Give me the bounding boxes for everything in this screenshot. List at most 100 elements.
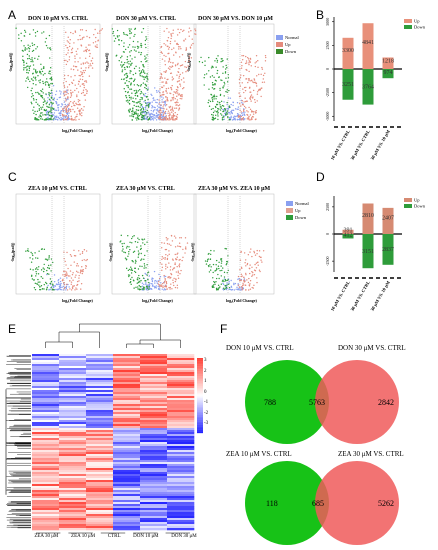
volcano-point xyxy=(216,69,219,72)
volcano-point xyxy=(74,89,76,92)
volcano-point xyxy=(223,115,225,117)
volcano-point xyxy=(169,114,171,116)
volcano-point xyxy=(120,61,123,63)
volcano-point xyxy=(25,250,27,252)
volcano-point xyxy=(67,49,70,51)
volcano-point xyxy=(151,94,153,97)
volcano-point xyxy=(49,102,51,105)
heatmap-cell xyxy=(86,438,114,441)
volcano-point xyxy=(156,101,158,104)
volcano-point xyxy=(236,108,238,110)
heatmap-cell xyxy=(167,462,195,465)
heatmap-cell xyxy=(167,368,195,371)
volcano-point xyxy=(170,86,172,89)
volcano-point xyxy=(212,114,214,116)
volcano-a1-title: DON 10 μM VS. CTRL xyxy=(28,16,89,22)
heatmap-cell xyxy=(32,372,60,375)
legend-label: Down xyxy=(414,204,426,209)
volcano-point xyxy=(48,91,50,94)
volcano-point xyxy=(228,106,231,109)
volcano-point xyxy=(236,102,239,104)
volcano-point xyxy=(240,61,243,63)
volcano-point xyxy=(48,273,50,275)
volcano-point xyxy=(170,118,172,120)
volcano-point xyxy=(212,116,214,119)
heatmap-cell xyxy=(140,490,168,493)
volcano-point xyxy=(41,118,44,120)
volcano-point xyxy=(34,110,36,113)
heatmap-cell xyxy=(32,426,60,429)
heatmap-cell xyxy=(86,388,114,391)
volcano-point xyxy=(23,61,25,64)
heatmap-cell xyxy=(113,462,141,465)
volcano-point xyxy=(131,62,133,64)
heatmap-cell xyxy=(59,520,87,523)
heatmap-cell xyxy=(140,486,168,489)
volcano-point xyxy=(152,109,155,112)
volcano-point xyxy=(165,100,167,102)
volcano-point xyxy=(173,54,175,56)
heatmap-cell xyxy=(86,432,114,435)
volcano-point xyxy=(183,29,185,32)
heatmap-cell xyxy=(167,460,195,463)
volcano-point xyxy=(52,119,55,121)
volcano-point xyxy=(135,98,137,100)
heatmap-cell xyxy=(86,452,114,455)
volcano-point xyxy=(213,98,215,100)
volcano-point xyxy=(145,38,148,40)
volcano-point xyxy=(237,114,240,116)
volcano-point xyxy=(252,113,255,115)
volcano-point xyxy=(154,99,156,101)
volcano-point xyxy=(163,54,165,57)
heatmap-cell xyxy=(86,394,114,397)
volcano-point xyxy=(64,105,67,108)
volcano-point xyxy=(179,97,181,100)
volcano-point xyxy=(66,118,69,120)
heatmap-cell xyxy=(59,366,87,369)
volcano-point xyxy=(50,92,52,95)
heatmap-cell xyxy=(167,446,195,449)
volcano-point xyxy=(176,34,179,36)
volcano-point xyxy=(79,34,81,37)
heatmap-cell xyxy=(86,514,114,517)
volcano-point xyxy=(86,48,88,50)
volcano-point xyxy=(160,76,162,78)
volcano-point xyxy=(164,110,167,113)
volcano-point xyxy=(57,281,60,284)
volcano-point xyxy=(26,77,28,79)
volcano-point xyxy=(100,29,102,31)
volcano-point xyxy=(65,107,68,109)
volcano-point xyxy=(234,115,237,118)
venn1-left-count: 788 xyxy=(264,398,276,407)
volcano-point xyxy=(34,282,37,285)
volcano-point xyxy=(91,62,94,65)
heatmap-cell xyxy=(59,438,87,441)
venn-diagrams xyxy=(245,360,399,545)
volcano-point xyxy=(211,99,214,101)
volcano-point xyxy=(146,118,148,121)
heatmap-cell xyxy=(140,496,168,499)
heatmap-cell xyxy=(32,470,60,473)
heatmap-cell xyxy=(32,472,60,475)
heatmap-cell xyxy=(32,528,60,531)
volcano-point xyxy=(129,88,131,90)
volcano-point xyxy=(53,289,55,291)
heatmap-cell xyxy=(86,490,114,493)
heatmap-cell xyxy=(113,382,141,385)
bar-up xyxy=(362,23,374,69)
volcano-point xyxy=(124,48,127,51)
heatmap-cell xyxy=(86,418,114,421)
heatmap-cell xyxy=(140,370,168,373)
volcano-point xyxy=(39,71,42,73)
volcano-point xyxy=(153,106,155,108)
volcano-point xyxy=(139,85,142,87)
volcano-point xyxy=(40,108,43,110)
volcano-point xyxy=(236,119,239,121)
volcano-point xyxy=(248,63,250,66)
volcano-point xyxy=(70,89,72,92)
volcano-point xyxy=(162,97,164,99)
volcano-point xyxy=(71,117,73,120)
volcano-point xyxy=(143,94,145,97)
volcano-c1-title: ZEA 10 μM VS. CTRL xyxy=(28,186,87,192)
volcano-point xyxy=(164,102,166,104)
